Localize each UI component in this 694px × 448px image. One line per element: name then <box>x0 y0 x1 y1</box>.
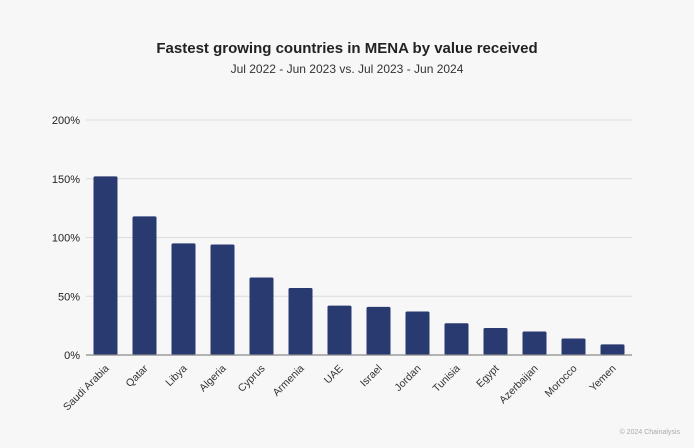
x-tick-label: Tunisia <box>430 363 462 395</box>
bar-libya <box>171 243 196 355</box>
bar-egypt <box>483 327 508 355</box>
x-tick-label: Armenia <box>270 363 306 399</box>
x-tick-label: UAE <box>322 363 346 387</box>
bar-armenia <box>288 288 313 355</box>
x-tick-label: Azerbaijan <box>497 363 541 407</box>
bar-jordan <box>405 311 430 355</box>
bar-morocco <box>561 338 586 355</box>
y-tick-label: 200% <box>52 115 80 127</box>
bar-azerbaijan <box>522 331 547 355</box>
x-tick-label: Libya <box>163 363 189 389</box>
bar-cyprus <box>249 277 274 355</box>
copyright-credit: © 2024 Chainalysis <box>619 429 680 436</box>
bar-qatar <box>132 216 157 355</box>
bar-tunisia <box>444 323 469 355</box>
y-tick-label: 50% <box>58 291 80 303</box>
chart-subtitle: Jul 2022 - Jun 2023 vs. Jul 2023 - Jun 2… <box>230 62 464 76</box>
x-tick-label: Yemen <box>587 363 618 394</box>
bar-saudi-arabia <box>93 176 118 355</box>
bar-yemen <box>600 344 625 355</box>
x-tick-label: Morocco <box>543 363 580 400</box>
x-tick-label: Cyprus <box>236 363 268 395</box>
x-tick-label: Jordan <box>392 363 423 394</box>
x-tick-label: Algeria <box>197 363 229 395</box>
y-tick-label: 0% <box>64 350 80 362</box>
x-tick-label: Qatar <box>124 362 151 389</box>
bar-uae <box>327 305 352 355</box>
y-tick-label: 150% <box>52 174 80 186</box>
bar-israel <box>366 306 391 355</box>
x-tick-label: Egypt <box>474 363 502 391</box>
chart-title: Fastest growing countries in MENA by val… <box>156 40 538 57</box>
y-tick-label: 100% <box>52 233 80 245</box>
x-tick-label: Saudi Arabia <box>61 363 112 414</box>
bar-algeria <box>210 244 235 355</box>
x-tick-label: Israel <box>358 363 385 390</box>
